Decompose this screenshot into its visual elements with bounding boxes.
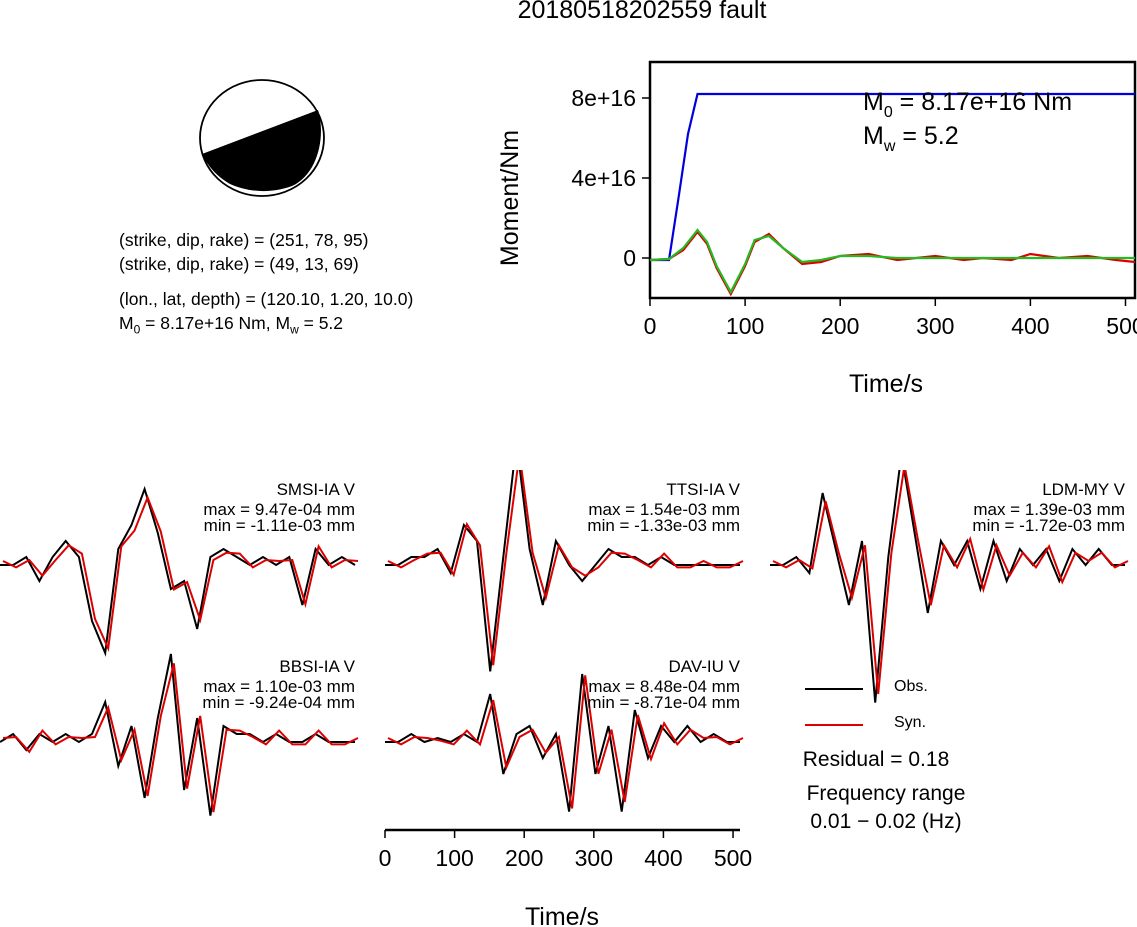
moment-xtick-label: 500 (1106, 313, 1137, 339)
station-label: DAV-IU V (669, 657, 741, 676)
max-label: max = 1.54e-03 mm (588, 500, 740, 519)
moment-series-group (649, 92, 1136, 297)
moment-axes-group: 0 100 200 300 400 500 0 4e+16 8e+16 (571, 60, 1137, 339)
waveform-xtick-label: 500 (714, 845, 752, 871)
waveform-xtick-label: 0 (379, 845, 392, 871)
beachball-diagram (199, 79, 325, 197)
moment-ytick-label: 8e+16 (571, 85, 636, 111)
beachball-compressional-quadrant (202, 110, 321, 192)
legend-obs-label: Obs. (894, 678, 928, 695)
moment-xtick-label: 0 (644, 313, 657, 339)
legend-syn-label: Syn. (894, 714, 927, 731)
syn-trace (387, 470, 744, 666)
mw-annotation: Mw = 5.2 (863, 122, 959, 155)
moment-ytick-label: 4e+16 (571, 165, 636, 191)
moment-prefix: M (119, 313, 134, 333)
moment-rate-chart: 0 100 200 300 400 500 0 4e+16 8e+16 Moment/Nm Ti… (496, 60, 1137, 398)
location-text: (lon., lat, depth) = (120.10, 1.20, 10.0… (119, 289, 414, 309)
max-label: max = 1.10e-03 mm (203, 677, 355, 696)
min-label: min = -9.24e-04 mm (202, 693, 355, 712)
moment-xtick-label: 400 (1011, 313, 1049, 339)
moment-plot-frame (648, 60, 1137, 300)
moment-xlabel: Time/s (849, 370, 923, 398)
legend-obs-swatch (805, 688, 863, 690)
nodal-plane-2-text: (strike, dip, rake) = (49, 13, 69) (119, 254, 359, 274)
moment-xtick-label: 100 (726, 313, 764, 339)
moment-xtick-label: 200 (821, 313, 859, 339)
obs-trace (0, 653, 355, 816)
waveform-xtick-label: 300 (575, 845, 613, 871)
waveform-xtick-label: 400 (644, 845, 682, 871)
frequency-range-title: Frequency range (806, 782, 966, 805)
station-label: BBSI-IA V (279, 657, 355, 676)
obs-trace (385, 673, 740, 812)
max-label: max = 9.47e-04 mm (203, 500, 355, 519)
syn-trace (2, 494, 359, 653)
legend: Obs. Syn. (790, 676, 990, 736)
station-label: LDM-MY V (1042, 480, 1125, 499)
station-label: SMSI-IA V (277, 480, 356, 499)
waveform-xtick-label: 200 (505, 845, 543, 871)
moment-ylabel: Moment/Nm (496, 130, 524, 266)
mw-sub: w (290, 322, 299, 337)
waveform-xtick-label: 100 (435, 845, 473, 871)
station-label: TTSI-IA V (666, 480, 740, 499)
obs-trace (0, 485, 356, 657)
chart-title: 20180518202559 fault (517, 0, 767, 24)
syn-trace (2, 663, 359, 813)
max-label: max = 1.39e-03 mm (973, 500, 1125, 519)
residual-text: Residual = 0.18 (802, 748, 950, 771)
moment-sub: 0 (133, 322, 141, 337)
max-label: max = 8.48e-04 mm (588, 677, 740, 696)
moment-series-1 (649, 230, 1136, 297)
min-label: min = -1.33e-03 mm (587, 516, 740, 535)
moment-ytick-label: 0 (623, 245, 636, 271)
moment-xtick-label: 300 (916, 313, 954, 339)
moment-series-2 (649, 228, 1135, 295)
nodal-plane-1-text: (strike, dip, rake) = (251, 78, 95) (119, 230, 369, 250)
waveform-time-axis: 0 100 200 300 400 500 (379, 828, 752, 871)
syn-trace (772, 470, 1129, 695)
moment-summary-text: M0 = 8.17e+16 Nm, Mw = 5.2 (119, 313, 343, 337)
min-label: min = -1.72e-03 mm (972, 516, 1125, 535)
moment-rest: = 8.17e+16 Nm, M (140, 313, 291, 333)
mw-rest: = 5.2 (298, 313, 344, 333)
waveform-xlabel: Time/s (525, 903, 599, 927)
frequency-range-value: 0.01 − 0.02 (Hz) (810, 810, 962, 833)
min-label: min = -8.71e-04 mm (587, 693, 740, 712)
syn-trace (387, 675, 744, 809)
m0-annotation: M0 = 8.17e+16 Nm (863, 88, 1072, 121)
legend-syn-swatch (805, 724, 863, 726)
min-label: min = -1.11e-03 mm (204, 516, 355, 535)
